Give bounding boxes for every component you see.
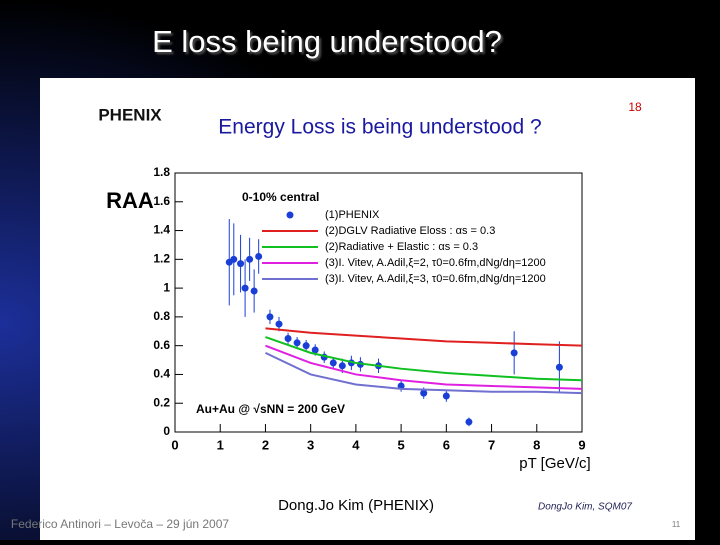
- slide-number: 18: [628, 100, 642, 114]
- annotation: 0-10% central: [242, 190, 319, 204]
- logo: PHENIX: [98, 105, 162, 124]
- y-tick-label: 0.6: [153, 338, 170, 352]
- legend-label: (3)I. Vitev, A.Adil,ξ=2, τ0=0.6fm,dNg/dη…: [325, 257, 546, 269]
- x-tick-label: 6: [443, 437, 450, 452]
- y-tick-label: 0.4: [153, 367, 170, 381]
- data-point: [329, 359, 337, 367]
- legend-label: (3)I. Vitev, A.Adil,ξ=3, τ0=0.6fm,dNg/dη…: [325, 273, 546, 285]
- y-tick-label: 1.8: [153, 165, 170, 179]
- y-tick-label: 1.2: [153, 252, 170, 266]
- data-point: [284, 334, 292, 342]
- data-point: [246, 255, 254, 263]
- data-point: [230, 255, 238, 263]
- data-point: [442, 392, 450, 400]
- panel: [40, 78, 695, 540]
- plot-frame: [174, 172, 583, 433]
- data-point: [266, 313, 274, 321]
- theory-curve: [265, 351, 583, 395]
- data-point: [302, 342, 310, 350]
- data-point: [465, 418, 473, 426]
- data-point: [338, 362, 346, 370]
- theory-curve: [265, 344, 583, 390]
- x-tick-label: 2: [262, 437, 269, 452]
- y-tick-label: 1.4: [153, 223, 170, 237]
- credit: DongJo Kim, SQM07: [538, 502, 632, 513]
- y-axis-label: RAA: [106, 188, 154, 213]
- y-tick-label: 1.6: [153, 194, 170, 208]
- data-point: [510, 349, 518, 357]
- chart-title: Energy Loss is being understood ?: [218, 116, 541, 139]
- x-tick-label: 1: [217, 437, 224, 452]
- data-point: [275, 320, 283, 328]
- legend-label: (2)Radiative + Elastic : αs = 0.3: [325, 241, 478, 253]
- theory-curve: [265, 327, 583, 347]
- x-tick-label: 4: [352, 437, 360, 452]
- y-tick-label: 0.8: [153, 309, 170, 323]
- data-point: [555, 363, 563, 371]
- data-point: [237, 260, 245, 268]
- x-tick-label: 7: [488, 437, 495, 452]
- theory-curve: [265, 336, 583, 382]
- data-point: [420, 389, 428, 397]
- data-point: [311, 346, 319, 354]
- page-number: 11: [672, 520, 681, 529]
- y-tick-label: 1: [163, 280, 170, 294]
- legend-label: (2)DGLV Radiative Eloss : αs = 0.3: [325, 225, 495, 237]
- data-point: [255, 252, 263, 260]
- y-tick-label: 0: [163, 424, 170, 438]
- x-axis-label: pT [GeV/c]: [519, 455, 590, 472]
- y-tick-label: 0.2: [153, 395, 170, 409]
- slide-title: E loss being understood?: [152, 24, 502, 59]
- caption: Dong.Jo Kim (PHENIX): [278, 497, 434, 514]
- legend-marker: [286, 211, 294, 219]
- x-tick-label: 9: [578, 437, 585, 452]
- data-point: [241, 284, 249, 292]
- x-tick-label: 5: [397, 437, 404, 452]
- footer: Federico Antinori – Levoča – 29 jún 2007: [11, 517, 229, 531]
- x-tick-label: 8: [533, 437, 540, 452]
- data-point: [293, 339, 301, 347]
- system-label: Au+Au @ √sNN = 200 GeV: [196, 402, 345, 416]
- data-point: [250, 287, 258, 295]
- legend-label: (1)PHENIX: [325, 209, 380, 221]
- x-tick-label: 3: [307, 437, 314, 452]
- x-tick-label: 0: [171, 437, 178, 452]
